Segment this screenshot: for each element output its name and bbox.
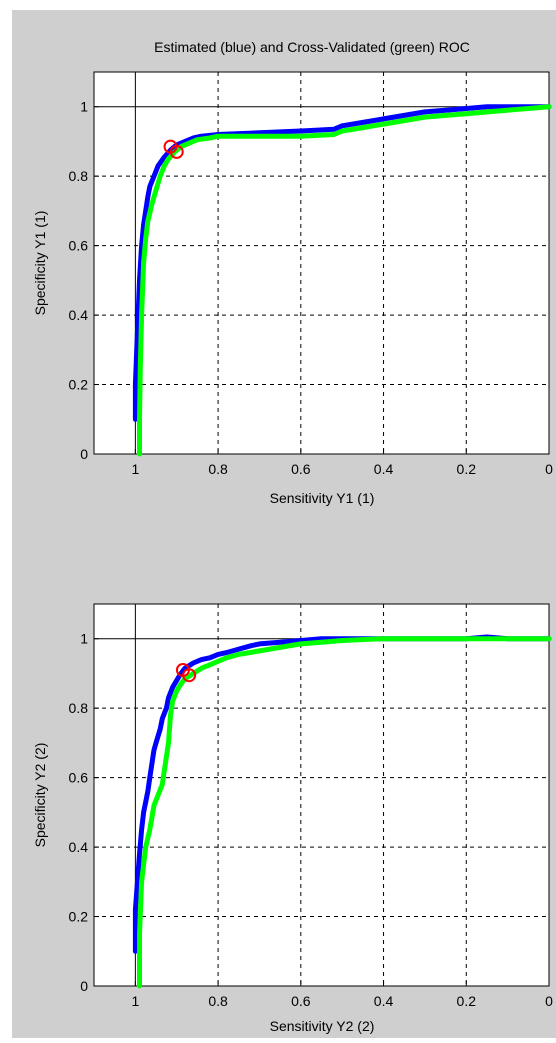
figure: Estimated (blue) and Cross-Validated (gr… <box>12 10 556 1038</box>
x-tick-label: 0.2 <box>457 993 477 1009</box>
marker-layer <box>175 662 197 683</box>
series-layer <box>132 104 552 457</box>
operating-point-marker <box>182 668 197 683</box>
roc-chart-y2: 1 0.8 0.6 0.4 0.2 0 0 0.2 0.4 0.6 0.8 1 Sensitivit… <box>32 603 553 1034</box>
y-tick-labels: 0 0.2 0.4 0.6 0.8 1 <box>69 99 89 462</box>
x-tick-label: 1 <box>131 461 139 477</box>
x-tick-label: 0 <box>545 461 553 477</box>
x-tick-label: 0.2 <box>457 461 477 477</box>
y-tick-label: 0.6 <box>69 238 89 254</box>
y-tick-label: 0.4 <box>69 307 89 323</box>
x-tick-label: 0 <box>545 993 553 1009</box>
y-tick-label: 0 <box>80 446 88 462</box>
y-tick-label: 0.8 <box>69 168 89 184</box>
y-tick-label: 0.2 <box>69 377 89 393</box>
x-tick-labels: 1 0.8 0.6 0.4 0.2 0 <box>131 461 553 477</box>
x-tick-label: 0.4 <box>374 461 394 477</box>
series-line-cross-validated <box>137 636 552 989</box>
y-tick-label: 0.4 <box>69 839 89 855</box>
y-tick-label: 0 <box>80 978 88 994</box>
series-line-cross-validated <box>137 104 552 457</box>
x-tick-label: 0.4 <box>374 993 394 1009</box>
grid-lines <box>94 72 549 454</box>
y-tick-label: 0.6 <box>69 770 89 786</box>
marker-layer <box>163 139 184 159</box>
x-axis-label: Sensitivity Y2 (2) <box>270 1018 375 1034</box>
series-line-estimated <box>132 104 552 422</box>
operating-point-marker <box>169 144 184 159</box>
x-tick-label: 1 <box>131 993 139 1009</box>
x-tick-label: 0.6 <box>291 461 311 477</box>
y-tick-label: 1 <box>80 99 88 115</box>
x-tick-labels: 1 0.8 0.6 0.4 0.2 0 <box>131 993 553 1009</box>
y-tick-labels: 0 0.2 0.4 0.6 0.8 1 <box>69 631 89 994</box>
x-tick-label: 0.6 <box>291 993 311 1009</box>
plot-area <box>93 603 550 987</box>
x-tick-label: 0.8 <box>208 993 228 1009</box>
y-axis-label: Specificity Y1 (1) <box>32 211 48 316</box>
x-axis-label: Sensitivity Y1 (1) <box>270 490 375 506</box>
x-tick-label: 0.8 <box>208 461 228 477</box>
roc-figure-svg: Estimated (blue) and Cross-Validated (gr… <box>32 39 553 1034</box>
roc-chart-y1: Estimated (blue) and Cross-Validated (gr… <box>32 39 553 506</box>
y-axis-label: Specificity Y2 (2) <box>32 743 48 848</box>
y-tick-label: 0.8 <box>69 700 89 716</box>
y-tick-label: 1 <box>80 631 88 647</box>
chart-title: Estimated (blue) and Cross-Validated (gr… <box>154 39 470 55</box>
y-tick-label: 0.2 <box>69 909 89 925</box>
series-layer <box>132 634 552 989</box>
